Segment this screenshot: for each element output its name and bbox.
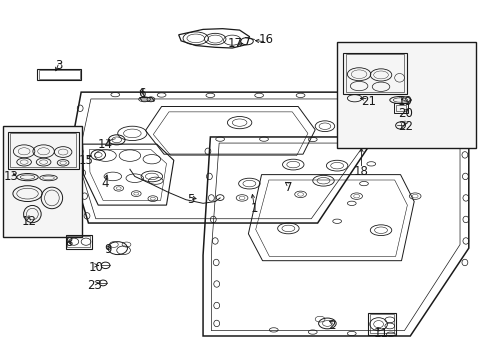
Bar	[65, 234, 92, 249]
Text: 1: 1	[250, 202, 258, 215]
Text: 7: 7	[284, 181, 291, 194]
Bar	[8, 132, 79, 169]
Text: 15: 15	[79, 154, 93, 167]
Bar	[39, 70, 80, 78]
Text: 5: 5	[187, 193, 194, 206]
Text: 20: 20	[397, 107, 412, 120]
Bar	[345, 54, 404, 92]
Text: 11: 11	[373, 327, 388, 340]
Text: 3: 3	[56, 59, 63, 72]
Text: 6: 6	[138, 87, 145, 100]
Text: 23: 23	[87, 279, 102, 292]
Text: 8: 8	[65, 236, 73, 249]
Text: 18: 18	[353, 165, 368, 177]
Bar	[67, 236, 90, 247]
Text: 17: 17	[227, 37, 242, 50]
Bar	[369, 314, 393, 333]
Text: 21: 21	[361, 95, 376, 108]
Bar	[37, 69, 81, 80]
Text: 14: 14	[98, 138, 113, 150]
Bar	[3, 126, 82, 237]
Bar	[343, 53, 406, 94]
Text: 19: 19	[397, 95, 412, 108]
Text: 16: 16	[259, 32, 273, 46]
Bar	[393, 103, 407, 113]
Text: 9: 9	[104, 243, 111, 256]
Text: 13: 13	[4, 170, 19, 183]
Text: 4: 4	[102, 177, 109, 190]
Bar	[367, 313, 395, 335]
Bar	[10, 134, 76, 167]
Text: 2: 2	[328, 319, 335, 332]
Bar	[336, 42, 475, 148]
Text: 10: 10	[88, 261, 103, 274]
Text: 12: 12	[21, 215, 37, 228]
Bar	[395, 105, 406, 111]
Text: 22: 22	[397, 120, 412, 133]
